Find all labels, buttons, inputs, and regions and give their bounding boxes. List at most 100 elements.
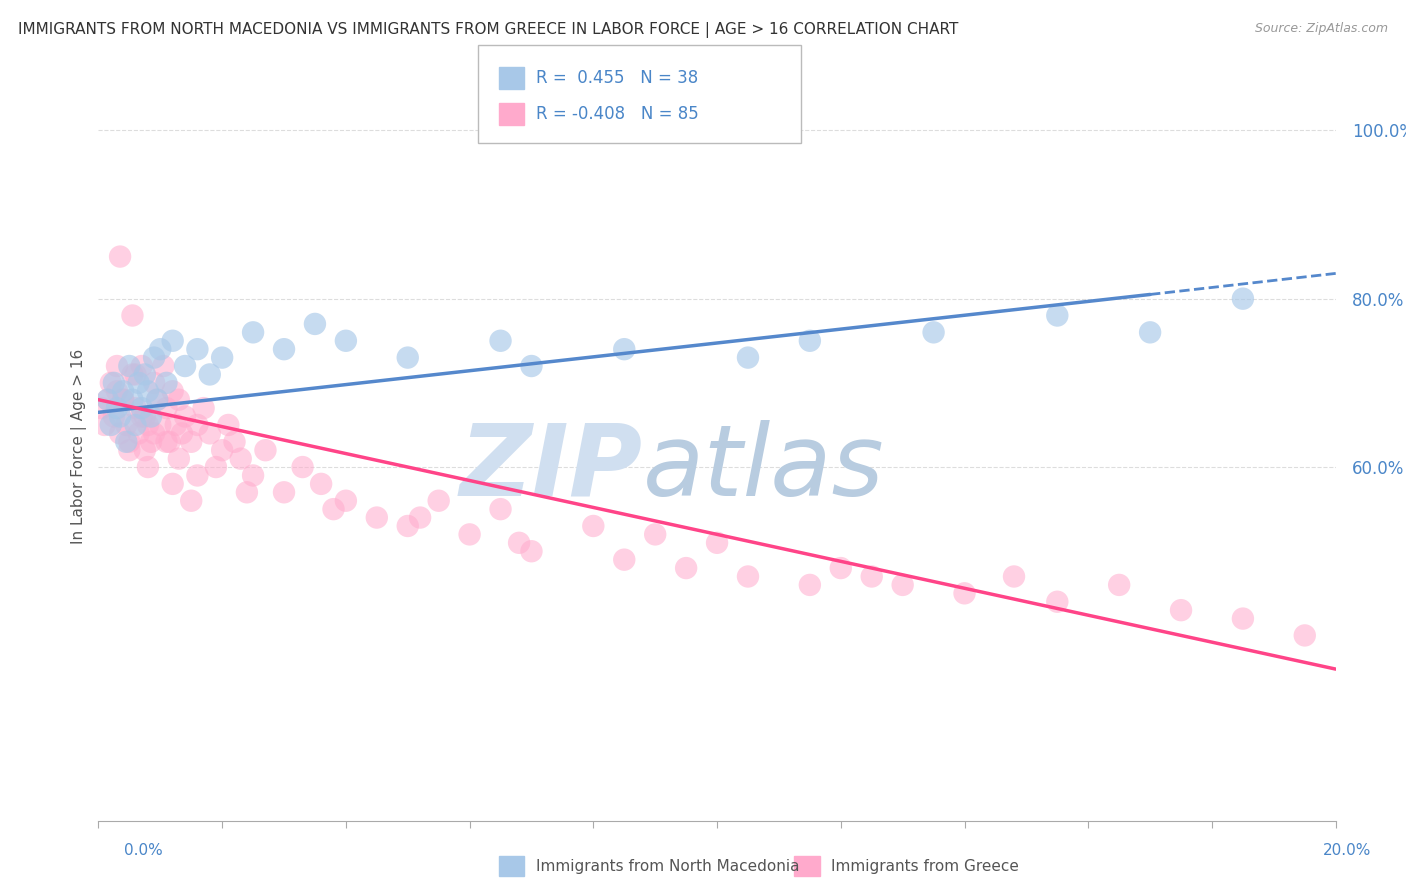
Point	[155, 434, 177, 449]
Point	[152, 359, 174, 373]
Point	[134, 409, 156, 424]
Point	[97, 392, 120, 407]
Point	[508, 536, 530, 550]
Point	[124, 417, 146, 432]
Point	[115, 434, 138, 449]
Point	[108, 250, 131, 264]
Point	[162, 334, 184, 348]
Point	[1046, 309, 1069, 323]
Point	[136, 417, 159, 432]
Point	[180, 434, 202, 449]
Point	[309, 476, 332, 491]
Point	[613, 552, 636, 566]
Point	[396, 519, 419, 533]
Point	[105, 401, 128, 416]
Point	[118, 359, 141, 373]
Point	[159, 434, 181, 449]
Point	[242, 468, 264, 483]
Text: ZIP: ZIP	[460, 420, 643, 517]
Point	[180, 493, 202, 508]
Point	[167, 392, 190, 407]
Point	[186, 468, 208, 483]
Point	[211, 351, 233, 365]
Point	[128, 426, 150, 441]
Point	[409, 510, 432, 524]
Point	[143, 426, 166, 441]
Point	[254, 443, 277, 458]
Point	[366, 510, 388, 524]
Point	[128, 376, 150, 390]
Point	[1139, 326, 1161, 340]
Point	[273, 485, 295, 500]
Text: 0.0%: 0.0%	[124, 843, 163, 858]
Point	[97, 392, 120, 407]
Point	[799, 578, 821, 592]
Point	[174, 409, 197, 424]
Point	[115, 417, 138, 432]
Point	[155, 401, 177, 416]
Point	[335, 334, 357, 348]
Point	[1294, 628, 1316, 642]
Text: Source: ZipAtlas.com: Source: ZipAtlas.com	[1254, 22, 1388, 36]
Point	[489, 502, 512, 516]
Point	[520, 359, 543, 373]
Point	[322, 502, 344, 516]
Point	[193, 401, 215, 416]
Point	[103, 376, 125, 390]
Point	[155, 376, 177, 390]
Point	[139, 409, 162, 424]
Point	[891, 578, 914, 592]
Point	[198, 426, 221, 441]
Point	[273, 342, 295, 356]
Point	[134, 443, 156, 458]
Point	[205, 460, 228, 475]
Point	[100, 376, 122, 390]
Point	[131, 409, 153, 424]
Point	[118, 434, 141, 449]
Point	[124, 368, 146, 382]
Point	[136, 460, 159, 475]
Point	[131, 401, 153, 416]
Point	[146, 392, 169, 407]
Point	[520, 544, 543, 558]
Point	[112, 392, 135, 407]
Point	[1232, 611, 1254, 625]
Point	[706, 536, 728, 550]
Point	[121, 368, 143, 382]
Point	[291, 460, 314, 475]
Point	[93, 417, 115, 432]
Point	[108, 426, 131, 441]
Point	[1002, 569, 1025, 583]
Point	[162, 384, 184, 399]
Point	[675, 561, 697, 575]
Point	[149, 342, 172, 356]
Point	[458, 527, 481, 541]
Point	[236, 485, 259, 500]
Point	[162, 476, 184, 491]
Text: Immigrants from Greece: Immigrants from Greece	[831, 859, 1019, 873]
Point	[613, 342, 636, 356]
Point	[100, 417, 122, 432]
Point	[134, 368, 156, 382]
Text: atlas: atlas	[643, 420, 884, 517]
Point	[1232, 292, 1254, 306]
Point	[105, 384, 128, 399]
Point	[167, 451, 190, 466]
Point	[139, 434, 162, 449]
Point	[165, 417, 187, 432]
Point	[335, 493, 357, 508]
Point	[118, 443, 141, 458]
Text: Immigrants from North Macedonia: Immigrants from North Macedonia	[536, 859, 799, 873]
Point	[90, 401, 112, 416]
Point	[121, 309, 143, 323]
Point	[112, 392, 135, 407]
Point	[105, 359, 128, 373]
Point	[131, 359, 153, 373]
Point	[860, 569, 883, 583]
Point	[124, 401, 146, 416]
Text: IMMIGRANTS FROM NORTH MACEDONIA VS IMMIGRANTS FROM GREECE IN LABOR FORCE | AGE >: IMMIGRANTS FROM NORTH MACEDONIA VS IMMIG…	[18, 22, 959, 38]
Point	[830, 561, 852, 575]
Text: 20.0%: 20.0%	[1323, 843, 1371, 858]
Point	[103, 409, 125, 424]
Point	[108, 409, 131, 424]
